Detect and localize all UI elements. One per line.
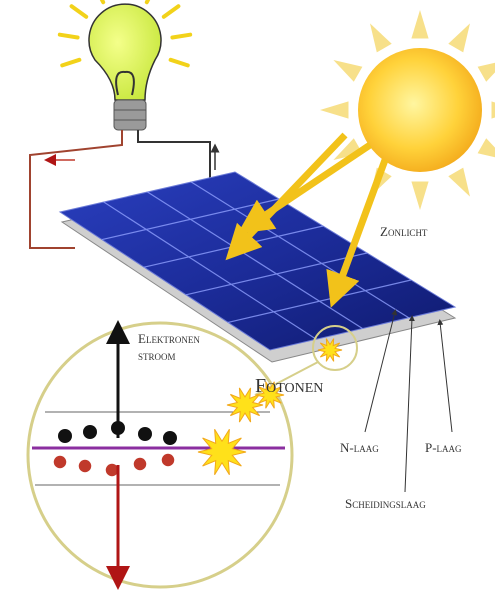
bulb-ray [164,6,179,17]
label-stroom: stroom [138,348,176,363]
electron [138,427,152,441]
label-p-laag: P-laag [425,440,462,455]
sun-ray [478,138,495,160]
electron [163,431,177,445]
wire-right [138,130,210,178]
hole [78,459,92,473]
bulb-ray [147,0,155,2]
label-zonlicht: Zonlicht [380,224,428,239]
sun-ray [370,23,392,52]
bulb-ray [95,0,103,2]
bulb-ray [172,35,190,38]
burst [198,429,246,475]
label-elektronen: Elektronen [138,331,200,346]
bulb-base [114,100,146,130]
sun [358,48,482,172]
pointer [405,318,412,492]
layer-pointers [365,312,452,492]
bulb-ray [62,60,79,66]
electron [83,425,97,439]
pointer [440,322,452,432]
hole [161,453,175,467]
label-fotonen: Fotonen [255,375,323,397]
label-scheidingslaag: Scheidingslaag [345,496,426,511]
hole [133,457,147,471]
bulb-ray [60,35,78,38]
sun-ray [448,23,470,52]
bulb-ray [171,60,188,66]
sun-ray [333,60,362,82]
hole [53,455,67,469]
sun-ray [478,60,495,82]
sun-ray [448,168,470,197]
bulb-glass [89,4,161,100]
sun-ray [411,182,428,211]
bulb-ray [72,6,87,17]
electron [58,429,72,443]
label-n-laag: N-laag [340,440,379,455]
sun-ray [411,10,428,39]
sun-ray [320,101,349,118]
sun-ray [492,101,495,118]
solar-cell-diagram: Zonlicht Elektronen stroom Fotonen N-laa… [0,0,495,596]
